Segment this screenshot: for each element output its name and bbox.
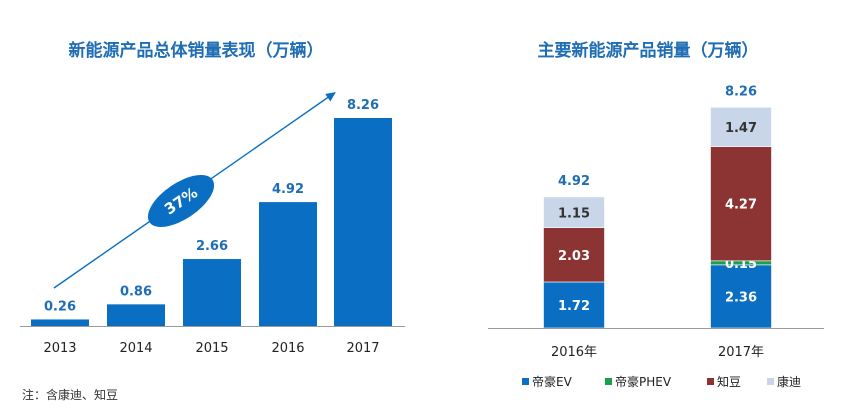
chart2-legend-swatch-帝豪EV — [522, 378, 529, 385]
chart2-legend-label-知豆: 知豆 — [717, 375, 741, 389]
chart1-bar-2014 — [107, 304, 165, 326]
chart2-segment-label-康迪-2016年: 1.15 — [558, 206, 590, 221]
chart2-legend-label-帝豪PHEV: 帝豪PHEV — [615, 374, 672, 389]
chart2-title: 主要新能源产品销量（万辆） — [538, 40, 759, 61]
chart2-segment-label-知豆-2016年: 2.03 — [558, 249, 590, 264]
chart2-legend-swatch-知豆 — [707, 378, 714, 385]
chart2-total-label-2017年: 8.26 — [725, 84, 757, 99]
chart2-total-label-2016年: 4.92 — [558, 174, 590, 189]
chart2-segment-label-知豆-2017年: 4.27 — [725, 198, 757, 213]
chart1-value-label-2017: 8.26 — [347, 98, 379, 113]
chart2-segment-label-康迪-2017年: 1.47 — [725, 121, 757, 136]
chart2-segment-知豆-2016年 — [543, 227, 605, 283]
chart1-bar-2013 — [31, 319, 89, 326]
chart2-segment-label-帝豪EV-2016年: 1.72 — [558, 299, 590, 314]
chart1-bar-2015 — [183, 259, 241, 326]
chart1-tick-2016: 2016 — [271, 341, 304, 356]
chart2-legend-label-帝豪EV: 帝豪EV — [532, 374, 573, 389]
chart1-growth-badge — [147, 175, 215, 227]
chart1-tick-2017: 2017 — [346, 341, 379, 356]
chart2-segment-康迪-2016年 — [543, 196, 605, 228]
chart2-segment-label-帝豪EV-2017年: 2.36 — [725, 290, 757, 305]
chart2-legend-swatch-康迪 — [767, 378, 774, 385]
chart1-tick-2015: 2015 — [195, 341, 228, 356]
chart2-segment-康迪-2017年 — [710, 106, 772, 147]
chart2-legend-swatch-帝豪PHEV — [605, 378, 612, 385]
chart1-title: 新能源产品总体销量表现（万辆） — [69, 40, 324, 61]
chart2-tick-2017年: 2017年 — [718, 345, 764, 360]
chart2-legend-label-康迪: 康迪 — [777, 374, 801, 389]
chart1-value-label-2016: 4.92 — [272, 182, 304, 197]
chart1-bar-2017 — [334, 118, 392, 326]
chart2-tick-2016年: 2016年 — [551, 345, 597, 360]
chart1-value-label-2013: 0.26 — [44, 299, 76, 314]
chart1-value-label-2014: 0.86 — [120, 284, 152, 299]
chart1-bar-2016 — [259, 202, 317, 326]
chart1-tick-2014: 2014 — [119, 341, 152, 356]
chart1-value-label-2015: 2.66 — [196, 239, 228, 254]
chart1-tick-2013: 2013 — [43, 341, 76, 356]
footnote: 注：含康迪、知豆 — [22, 388, 119, 402]
chart1-trend-arrowhead — [325, 92, 336, 102]
